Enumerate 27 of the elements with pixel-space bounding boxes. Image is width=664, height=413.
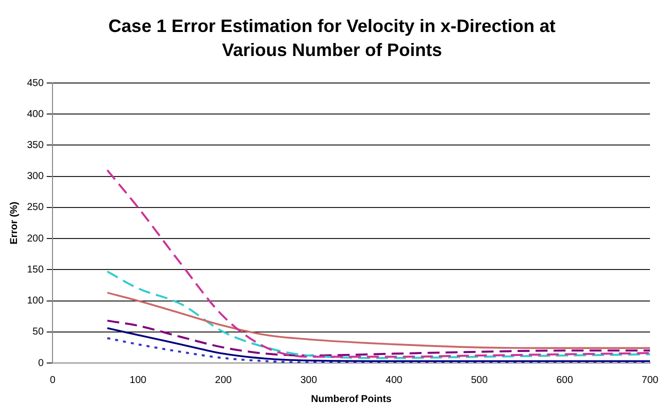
line-series bbox=[106, 327, 650, 362]
y-tick-label: 450 bbox=[26, 78, 44, 89]
y-tick-label: 250 bbox=[26, 202, 44, 214]
y-tick-label: 0 bbox=[38, 358, 44, 369]
y-tick-label: 300 bbox=[26, 171, 44, 182]
x-tick-label: 200 bbox=[215, 374, 232, 386]
line-series bbox=[106, 320, 650, 357]
y-tick-label: 150 bbox=[26, 264, 44, 276]
line-series bbox=[106, 270, 650, 360]
y-tick-label: 350 bbox=[26, 140, 44, 151]
x-tick-label: 100 bbox=[130, 374, 147, 386]
x-tick-label: 600 bbox=[556, 374, 574, 386]
line-series bbox=[106, 169, 650, 358]
x-tick-label: 700 bbox=[642, 374, 659, 386]
x-axis-title: Numberof Points bbox=[311, 394, 392, 405]
y-tick-label: 50 bbox=[32, 326, 44, 338]
y-tick-label: 400 bbox=[26, 108, 44, 120]
y-axis-title: Error (%) bbox=[8, 202, 20, 244]
x-tick-label: 300 bbox=[300, 374, 318, 386]
y-tick-label: 200 bbox=[26, 233, 44, 244]
line-series bbox=[106, 292, 650, 349]
chart-title: Case 1 Error Estimation for Velocity in x-Direction at Various Number of Points bbox=[107, 15, 557, 62]
x-tick-label: 0 bbox=[50, 374, 56, 386]
line-series bbox=[106, 337, 650, 363]
y-tick-label: 100 bbox=[26, 296, 44, 307]
x-tick-label: 400 bbox=[386, 374, 403, 386]
x-tick-label: 500 bbox=[470, 374, 488, 386]
